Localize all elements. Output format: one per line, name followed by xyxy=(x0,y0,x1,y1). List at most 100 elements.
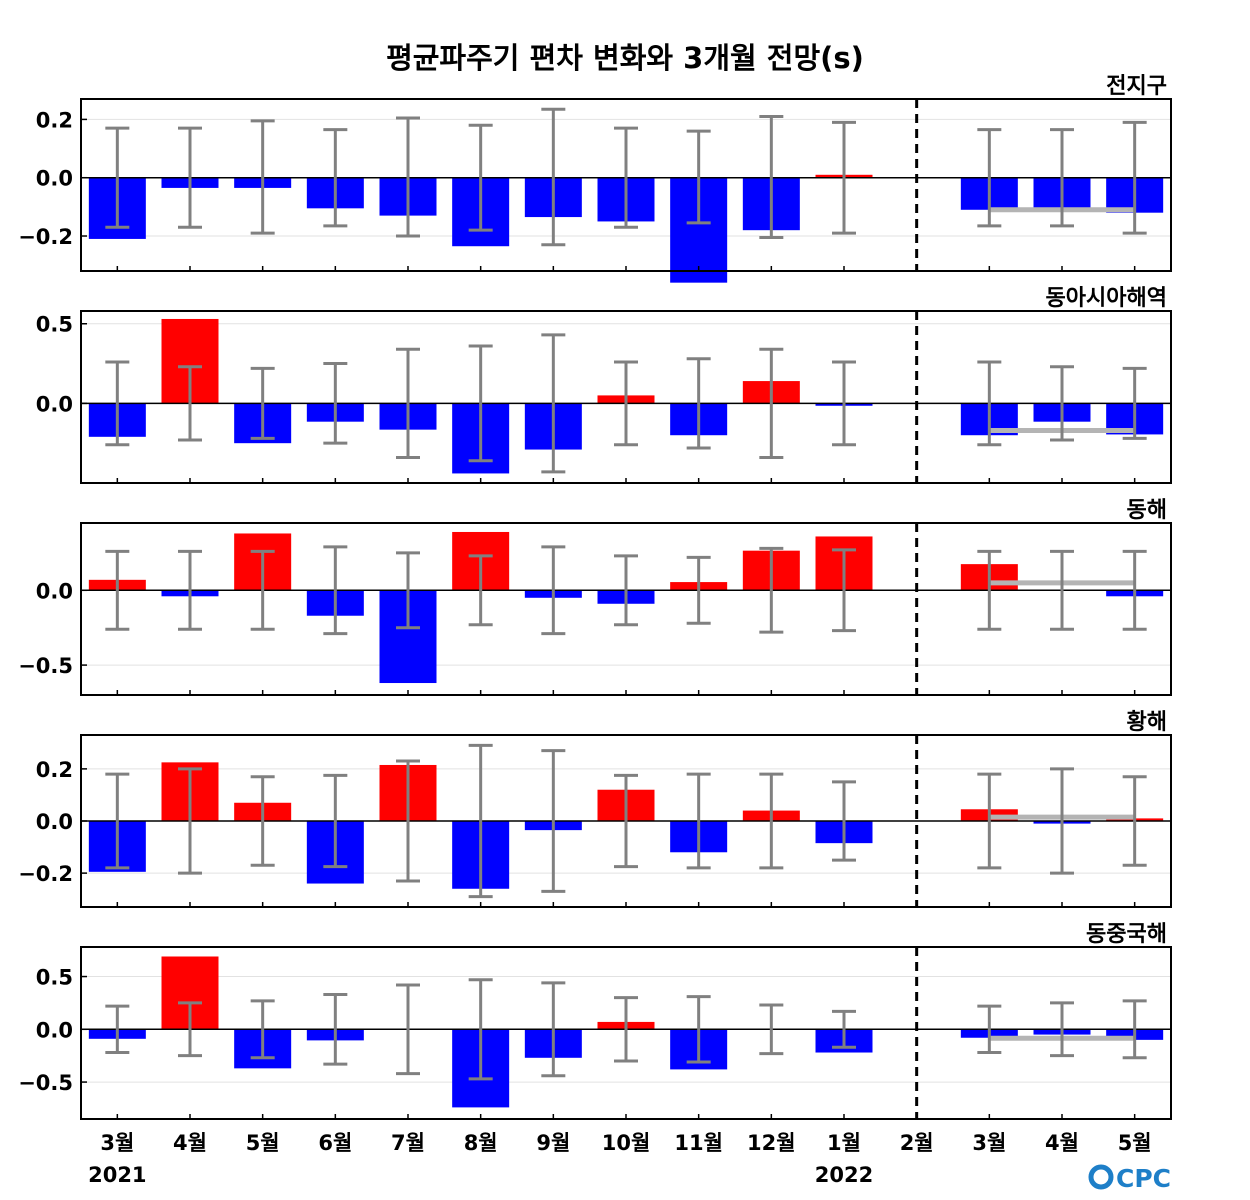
error-bar xyxy=(832,120,856,235)
error-bar xyxy=(759,772,784,870)
error-bar xyxy=(323,545,348,636)
error-bar xyxy=(323,128,348,228)
error-bar xyxy=(250,366,275,440)
error-bar xyxy=(250,775,275,867)
cpc-logo: CPC xyxy=(1088,1164,1171,1193)
panel-4: 0.2 0.0 −0.2 황해 xyxy=(18,710,1172,908)
error-bar xyxy=(396,347,420,460)
error-bar xyxy=(759,1003,784,1056)
error-bar xyxy=(1050,128,1074,228)
error-bar xyxy=(105,360,130,447)
x-tick-label: 3월 xyxy=(972,1131,1006,1155)
error-bar xyxy=(178,365,202,442)
error-bar xyxy=(977,772,1002,870)
error-bar xyxy=(614,996,638,1063)
panel-label: 전지구 xyxy=(1106,74,1167,99)
error-bar xyxy=(541,333,566,474)
error-bar xyxy=(1050,549,1074,631)
error-bar xyxy=(977,360,1002,447)
error-bar xyxy=(250,999,275,1060)
error-bar xyxy=(1122,999,1147,1060)
year-label: 2021 xyxy=(88,1163,146,1187)
error-bar xyxy=(105,772,130,870)
error-bar xyxy=(977,1004,1002,1055)
error-bar xyxy=(614,773,638,869)
y-tick-label: −0.5 xyxy=(18,1071,73,1095)
error-bar xyxy=(105,1004,130,1055)
error-bar xyxy=(541,545,566,636)
error-bar xyxy=(178,1001,202,1058)
x-tick-label: 12월 xyxy=(747,1131,796,1155)
error-bar xyxy=(396,551,420,630)
x-tick-label: 8월 xyxy=(464,1131,498,1155)
x-tick-label: 5월 xyxy=(1118,1131,1152,1155)
panel-1: 0.2 0.0 −0.2 전지구 xyxy=(18,74,1172,283)
panel-frame xyxy=(80,522,1172,696)
error-bar xyxy=(468,344,493,463)
error-bar xyxy=(396,759,420,883)
error-bar xyxy=(396,983,420,1076)
chart-title: 평균파주기 편차 변화와 3개월 전망(s) xyxy=(386,41,864,75)
panel-frame xyxy=(80,946,1172,1120)
y-tick-label: 0.0 xyxy=(36,392,73,416)
y-tick-label: −0.2 xyxy=(18,225,73,249)
error-bar xyxy=(686,995,711,1064)
panel-label: 동아시아해역 xyxy=(1046,286,1167,311)
error-bar xyxy=(1050,767,1074,875)
x-tick-label: 3월 xyxy=(100,1131,134,1155)
y-tick-label: 0.0 xyxy=(36,810,73,834)
y-tick-label: −0.5 xyxy=(18,654,73,678)
error-bar xyxy=(1122,366,1147,440)
error-bar xyxy=(178,126,202,229)
logo-ring-icon xyxy=(1088,1164,1114,1190)
error-bar xyxy=(396,116,420,238)
y-tick-label: 0.0 xyxy=(36,1018,73,1042)
y-tick-label: 0.2 xyxy=(36,108,73,132)
panel-frame xyxy=(80,310,1172,484)
error-bar xyxy=(541,107,566,247)
error-bar xyxy=(468,978,493,1081)
error-bar xyxy=(468,743,493,899)
panel-3: 0.0 −0.5 동해 xyxy=(18,498,1172,696)
error-bar xyxy=(105,549,130,631)
error-bar xyxy=(977,128,1002,228)
y-tick-label: 0.0 xyxy=(36,167,73,191)
error-bar xyxy=(1050,365,1074,442)
panel-frame xyxy=(80,734,1172,908)
error-bar xyxy=(323,362,348,445)
x-tick-label: 9월 xyxy=(536,1131,570,1155)
y-tick-label: 0.0 xyxy=(36,579,73,603)
error-bar xyxy=(686,357,711,450)
error-bar xyxy=(686,555,711,625)
x-tick-label: 11월 xyxy=(674,1131,723,1155)
y-tick-label: −0.2 xyxy=(18,862,73,886)
x-tick-label: 5월 xyxy=(246,1131,280,1155)
error-bar xyxy=(1122,549,1147,631)
x-tick-label: 4월 xyxy=(173,1131,207,1155)
error-bar xyxy=(178,767,202,875)
x-tick-label: 7월 xyxy=(391,1131,425,1155)
error-bar xyxy=(250,549,275,631)
error-bar xyxy=(1122,120,1147,235)
logo-text: CPC xyxy=(1116,1164,1171,1193)
error-bar xyxy=(832,360,856,447)
error-bar xyxy=(541,981,566,1078)
error-bar xyxy=(323,992,348,1066)
error-bar xyxy=(178,549,202,631)
x-tick-label: 2월 xyxy=(900,1131,934,1155)
panel-frame xyxy=(80,98,1172,272)
error-bar xyxy=(541,749,566,893)
x-axis-labels: 3월 4월 5월 6월 7월 8월 9월 10월 11월 12월 1월 2월 3월 4월 5월 2021 202… xyxy=(88,1131,1152,1187)
error-bar xyxy=(323,773,348,869)
error-bar xyxy=(686,772,711,870)
error-bar xyxy=(759,114,784,239)
error-bar xyxy=(832,780,856,862)
panel-label: 황해 xyxy=(1127,710,1167,735)
error-bar xyxy=(832,548,856,633)
error-bar xyxy=(1122,775,1147,867)
error-bar xyxy=(1050,1001,1074,1058)
year-label: 2022 xyxy=(815,1163,873,1187)
panels-layer: 0.2 0.0 −0.2 전지구 0.5 0.0 동아시아해역 0.0 −0.5 동해 0.2 0.0… xyxy=(18,74,1172,1120)
error-bar xyxy=(468,554,493,627)
